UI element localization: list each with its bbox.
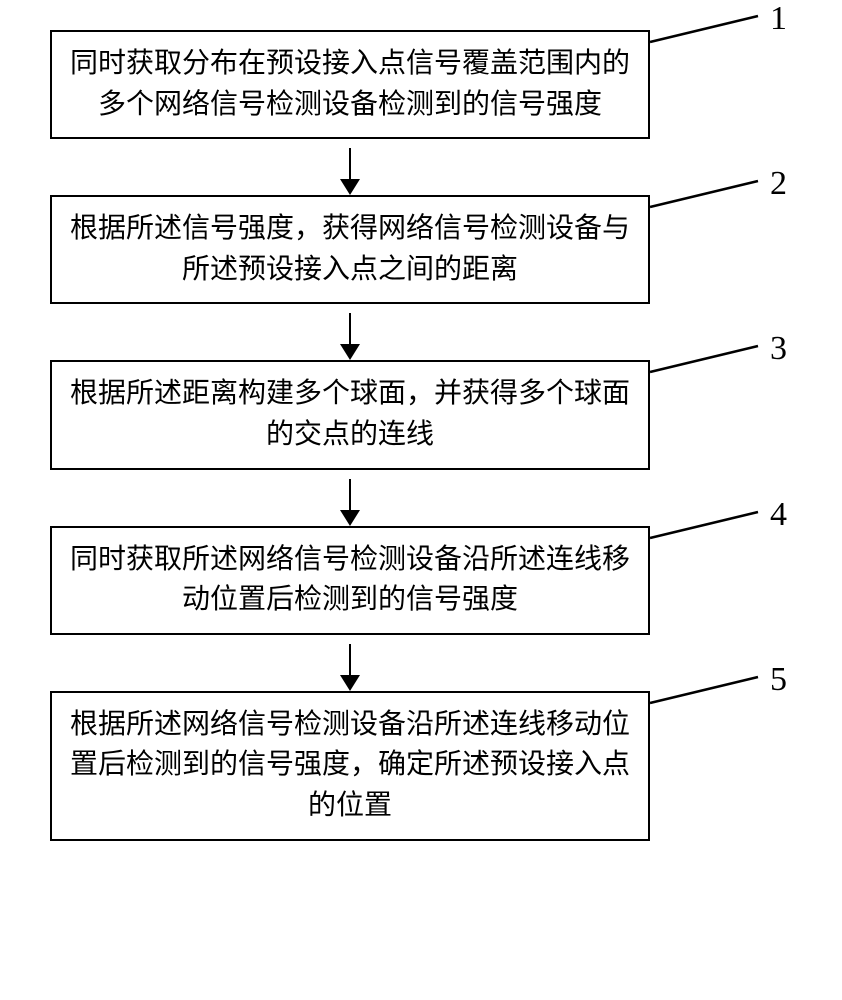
step-box-5: 根据所述网络信号检测设备沿所述连线移动位置后检测到的信号强度，确定所述预设接入点… bbox=[50, 691, 650, 841]
callout-line-2 bbox=[648, 195, 778, 255]
step-row: 根据所述网络信号检测设备沿所述连线移动位置后检测到的信号强度，确定所述预设接入点… bbox=[50, 691, 790, 841]
arrow-connector bbox=[50, 304, 650, 360]
callout-line-1 bbox=[648, 30, 778, 90]
arrow-connector bbox=[50, 139, 650, 195]
step-number-4: 4 bbox=[770, 496, 787, 534]
step-box-1: 同时获取分布在预设接入点信号覆盖范围内的多个网络信号检测设备检测到的信号强度 bbox=[50, 30, 650, 139]
step-box-3: 根据所述距离构建多个球面，并获得多个球面的交点的连线 bbox=[50, 360, 650, 469]
step-row: 同时获取所述网络信号检测设备沿所述连线移动位置后检测到的信号强度 4 bbox=[50, 526, 790, 635]
step-row: 同时获取分布在预设接入点信号覆盖范围内的多个网络信号检测设备检测到的信号强度 1 bbox=[50, 30, 790, 139]
step-box-4: 同时获取所述网络信号检测设备沿所述连线移动位置后检测到的信号强度 bbox=[50, 526, 650, 635]
callout-line-4 bbox=[648, 526, 778, 586]
step-box-2: 根据所述信号强度，获得网络信号检测设备与所述预设接入点之间的距离 bbox=[50, 195, 650, 304]
callout-line-5 bbox=[648, 691, 778, 751]
step-number-3: 3 bbox=[770, 330, 787, 368]
arrow-head-icon bbox=[340, 344, 360, 360]
arrow-head-icon bbox=[340, 179, 360, 195]
arrow-connector bbox=[50, 635, 650, 691]
step-row: 根据所述信号强度，获得网络信号检测设备与所述预设接入点之间的距离 2 bbox=[50, 195, 790, 304]
step-number-5: 5 bbox=[770, 661, 787, 699]
step-number-2: 2 bbox=[770, 165, 787, 203]
flowchart-container: 同时获取分布在预设接入点信号覆盖范围内的多个网络信号检测设备检测到的信号强度 1… bbox=[50, 30, 790, 841]
arrow-head-icon bbox=[340, 675, 360, 691]
arrow-head-icon bbox=[340, 510, 360, 526]
step-number-1: 1 bbox=[770, 0, 787, 38]
callout-line-3 bbox=[648, 360, 778, 420]
arrow-connector bbox=[50, 470, 650, 526]
step-row: 根据所述距离构建多个球面，并获得多个球面的交点的连线 3 bbox=[50, 360, 790, 469]
